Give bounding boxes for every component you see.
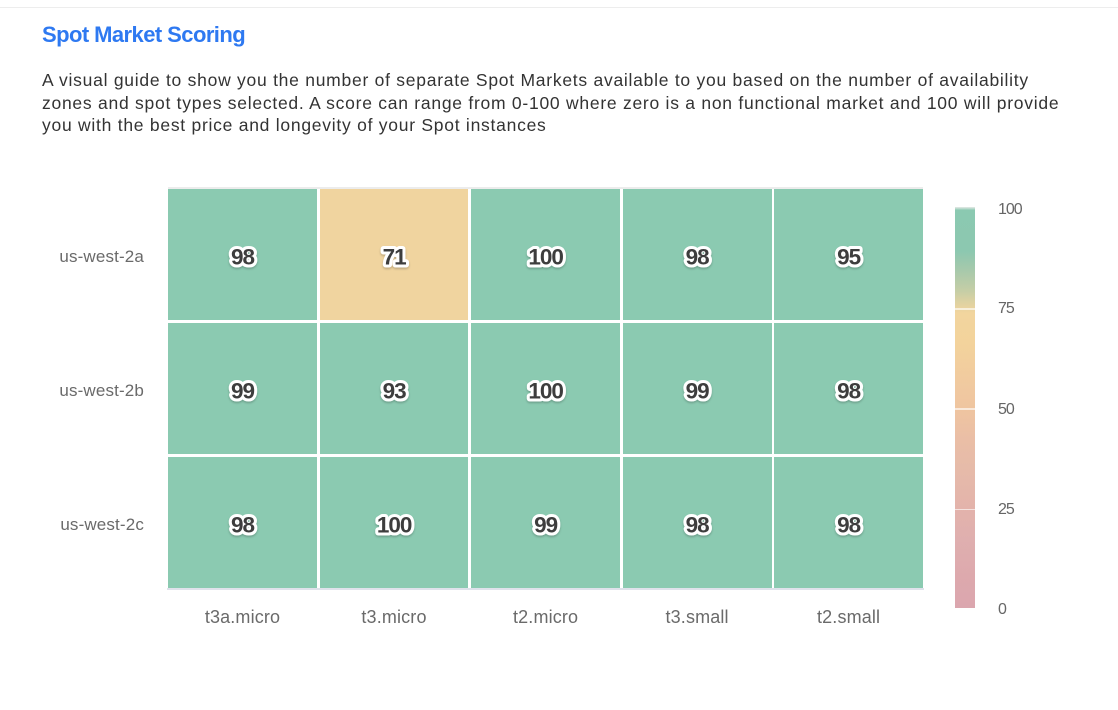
svg-text:95: 95: [837, 244, 861, 269]
svg-text:99: 99: [686, 379, 710, 404]
svg-text:98: 98: [686, 513, 710, 538]
svg-text:98: 98: [837, 379, 861, 404]
svg-text:98: 98: [686, 244, 710, 269]
svg-text:99: 99: [534, 513, 558, 538]
svg-text:98: 98: [231, 513, 255, 538]
svg-text:100: 100: [528, 379, 563, 404]
svg-text:99: 99: [231, 379, 255, 404]
svg-text:100: 100: [377, 513, 412, 538]
svg-text:98: 98: [837, 513, 861, 538]
svg-text:71: 71: [383, 244, 407, 269]
svg-text:100: 100: [528, 244, 563, 269]
svg-text:93: 93: [383, 379, 407, 404]
svg-text:98: 98: [231, 244, 255, 269]
